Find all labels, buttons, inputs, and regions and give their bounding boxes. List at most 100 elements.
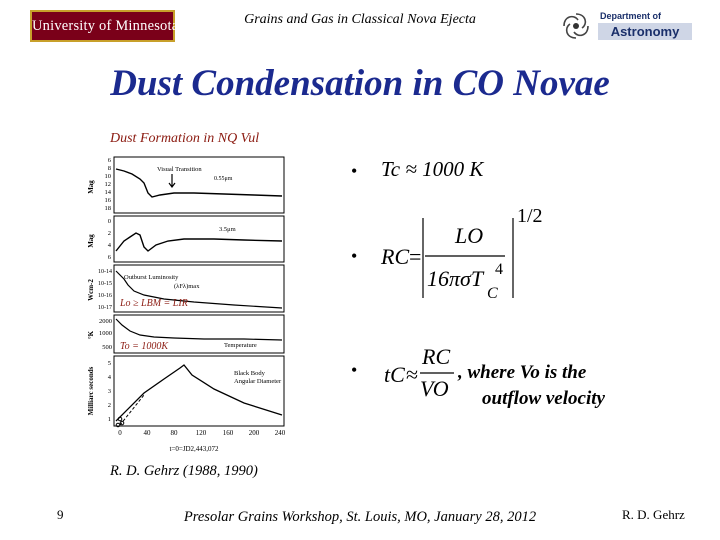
tick-label: 10-14	[98, 269, 112, 275]
panel2-ylabel: Mag	[87, 234, 95, 248]
panel5-annotation-ang: Angular Diameter	[234, 378, 282, 385]
nq-vul-figure: Mag Mag Wcm-2 °K Milliarc seconds 6 8 10…	[84, 153, 299, 458]
panel5-ticks: 5 4 3 2 1	[108, 360, 112, 423]
panel3-annotation-flux: (λFλ)max	[174, 283, 200, 290]
galaxy-icon	[563, 13, 589, 39]
panel1-ticks: 6 8 10 12 14 16 18	[105, 157, 112, 212]
panel1-ylabel: Mag	[87, 180, 95, 194]
temperature-overlay: To = 1000K	[120, 341, 169, 352]
data-point	[119, 420, 125, 426]
panel1-annotation-band: 0.55μm	[214, 176, 233, 182]
tick-label: 2	[108, 230, 111, 237]
x-tick-label: 80	[171, 429, 179, 437]
tick-label: 18	[105, 205, 112, 212]
x-tick-label: 120	[196, 429, 207, 437]
note-line-1: , where Vo is the	[458, 362, 587, 383]
bullet-2: •	[351, 246, 358, 266]
panel-frame	[113, 314, 285, 354]
footer-author: R. D. Gehrz	[622, 507, 685, 522]
note-line-2: outflow velocity	[482, 388, 605, 409]
condensation-temperature: Tc ≈ 1000 K	[381, 157, 484, 181]
equals-sign: =	[409, 244, 421, 269]
panel3-ylabel: Wcm-2	[87, 279, 95, 301]
header-title: Grains and Gas in Classical Nova Ejecta	[244, 12, 476, 27]
tick-label: 1	[108, 416, 111, 423]
bullet-1: •	[351, 161, 358, 181]
panel3-annotation-lum: Outburst Luminosity	[124, 274, 179, 281]
condensation-time-equation: tC ≈ RC VO	[380, 340, 460, 410]
tick-label: 2000	[99, 318, 112, 325]
panel3-curve	[115, 270, 283, 309]
rc-denominator-sub: C	[487, 285, 498, 302]
x-tick-label: 160	[223, 429, 234, 437]
panel3-ticks: 10-14 10-15 10-16 10-17	[98, 269, 112, 311]
rc-denominator: 16πσT	[427, 266, 485, 291]
x-tick-label: 200	[249, 429, 260, 437]
condensation-radius-equation: RC = LO 16πσT C 4 1/2	[377, 198, 557, 303]
luminosity-overlay: Lo ≥ LBM = LIR	[119, 298, 188, 309]
panel2-ticks: 0 2 4 6	[108, 218, 112, 261]
arrow-down-icon	[168, 174, 176, 188]
panel1-annotation-transition: Visual Transition	[157, 166, 202, 173]
tick-label: 10-17	[98, 305, 112, 311]
tick-label: 10-15	[98, 281, 112, 287]
panel2-curve	[115, 232, 283, 252]
rc-numerator: LO	[454, 223, 483, 248]
panel5-curve	[115, 364, 283, 422]
tick-label: 2	[108, 402, 111, 409]
panel4-ticks: 2000 1000 500	[99, 318, 112, 351]
dept-label: Department of	[600, 11, 662, 21]
footer-event: Presolar Grains Workshop, St. Louis, MO,…	[183, 509, 537, 525]
tc-numerator: RC	[421, 344, 450, 369]
tick-label: 4	[108, 374, 112, 381]
bullet-3: •	[351, 360, 358, 380]
x-tick-label: 240	[275, 429, 286, 437]
panel5-fit-line	[119, 394, 145, 426]
panel5-ylabel: Milliarc seconds	[87, 366, 95, 415]
tick-label: 6	[108, 254, 112, 261]
data-point	[117, 416, 123, 422]
rc-denominator-exp: 4	[495, 261, 503, 278]
x-axis-label: t=0=JD2,443,072	[169, 445, 219, 453]
panel-frame	[113, 264, 285, 313]
page-number: 9	[57, 507, 64, 522]
panel5-annotation-bb: Black Body	[234, 370, 266, 377]
tick-label: 14	[105, 189, 112, 196]
panel-frame	[113, 156, 285, 214]
slide-title: Dust Condensation in CO Novae	[110, 63, 610, 104]
x-ticks: 0 40 80 120 160 200 240	[118, 429, 286, 437]
x-tick-label: 40	[144, 429, 152, 437]
university-logo: University of Minnesota	[30, 10, 178, 42]
dept-name: Astronomy	[598, 23, 692, 40]
tick-label: 10-16	[98, 293, 112, 299]
outflow-velocity-note: , where Vo is the outflow velocity	[458, 360, 605, 412]
bracket-lines	[422, 218, 514, 298]
tc-lhs: tC	[384, 362, 405, 387]
x-tick-label: 0	[118, 429, 122, 437]
panel4-curve	[115, 318, 283, 341]
tick-label: 1000	[99, 330, 112, 337]
tick-label: 16	[105, 197, 112, 204]
tc-denominator: VO	[420, 376, 449, 401]
reference: R. D. Gehrz (1988, 1990)	[110, 463, 258, 479]
tick-label: 3	[108, 388, 111, 395]
tick-label: 4	[108, 242, 112, 249]
tick-label: 0	[108, 218, 111, 225]
rc-lhs: RC	[380, 244, 409, 269]
tick-label: 6	[108, 157, 112, 164]
data-point	[115, 422, 121, 428]
tick-label: 500	[102, 344, 112, 351]
astronomy-dept-logo: Department of Astronomy	[560, 8, 695, 44]
tick-label: 5	[108, 360, 111, 367]
panel-frame	[113, 355, 285, 427]
rc-exponent: 1/2	[517, 205, 543, 227]
tick-label: 8	[108, 165, 111, 172]
panel4-ylabel: °K	[87, 330, 95, 339]
tick-label: 12	[105, 181, 112, 188]
tick-label: 10	[105, 173, 112, 180]
figure-caption: Dust Formation in NQ Vul	[110, 131, 260, 146]
panel2-annotation: 3.5μm	[219, 226, 236, 233]
approx-sign: ≈	[406, 362, 418, 387]
panel1-curve	[115, 168, 283, 198]
panel4-annotation: Temperature	[224, 342, 257, 349]
